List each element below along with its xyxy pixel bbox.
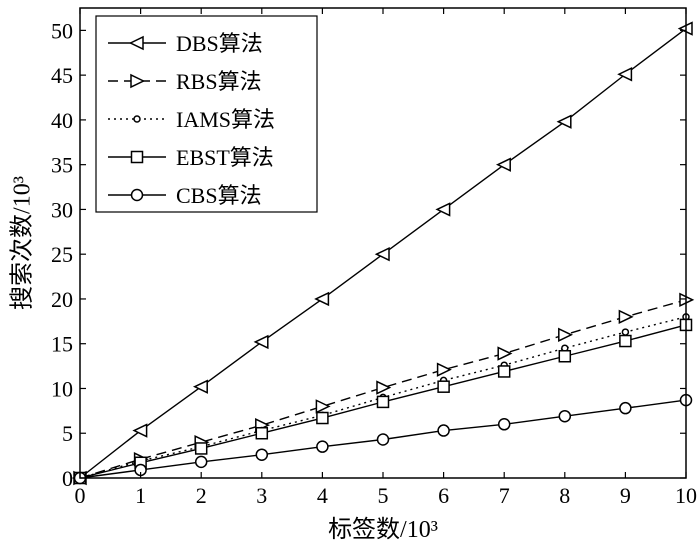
- data-point: [497, 418, 511, 431]
- series-4: [73, 318, 693, 485]
- data-point: [316, 440, 329, 453]
- y-tick-label: 0: [62, 466, 73, 491]
- y-tick-label: 10: [51, 376, 73, 401]
- data-point: [376, 395, 390, 409]
- legend-label: RBS算法: [176, 69, 262, 94]
- data-point: [132, 423, 148, 438]
- data-point: [619, 401, 632, 415]
- legend-item-5: CBS算法: [108, 183, 262, 208]
- x-axis-label: 标签数/10³: [328, 516, 438, 543]
- x-tick-label: 5: [378, 483, 389, 508]
- legend-label: EBST算法: [176, 145, 274, 170]
- legend-label: DBS算法: [176, 31, 263, 56]
- x-tick-label: 6: [438, 483, 449, 508]
- data-point: [495, 157, 511, 172]
- data-point: [436, 362, 452, 377]
- series-5: [73, 393, 693, 485]
- data-point: [558, 409, 572, 423]
- data-point: [621, 328, 630, 336]
- series-line: [79, 299, 687, 479]
- x-tick-label: 9: [620, 483, 631, 508]
- legend: DBS算法 RBS算法 IAMS算法 EBST算法 CBS算法: [95, 15, 318, 213]
- x-tick-label: 2: [196, 483, 207, 508]
- data-point: [558, 349, 572, 363]
- legend-item-3: IAMS算法: [108, 107, 275, 132]
- x-tick-label: 3: [256, 483, 267, 508]
- data-point: [435, 202, 451, 217]
- data-point: [437, 424, 450, 437]
- data-point: [558, 327, 574, 342]
- data-point: [437, 380, 450, 393]
- y-tick-label: 50: [51, 18, 73, 43]
- legend-item-4: EBST算法: [108, 145, 274, 170]
- data-point: [192, 379, 208, 394]
- data-point: [619, 334, 632, 348]
- data-point: [194, 442, 208, 455]
- data-point: [374, 246, 390, 262]
- data-point: [255, 448, 269, 461]
- data-point: [314, 291, 330, 307]
- legend-label: CBS算法: [176, 183, 262, 208]
- data-point: [376, 433, 390, 446]
- data-point: [315, 399, 331, 414]
- x-tick-label: 4: [317, 483, 328, 508]
- y-tick-label: 20: [51, 287, 73, 312]
- y-axis-label: 搜索次数/10³: [9, 176, 36, 310]
- y-tick-label: 45: [51, 63, 73, 88]
- legend-label: IAMS算法: [176, 107, 275, 132]
- data-point: [618, 309, 634, 325]
- data-point: [194, 455, 208, 469]
- legend-marker: [130, 73, 146, 89]
- legend-item-2: RBS算法: [108, 69, 262, 94]
- y-tick-label: 25: [51, 242, 73, 267]
- data-point: [316, 411, 329, 425]
- legend-item-1: DBS算法: [108, 31, 263, 56]
- x-tick-label: 0: [75, 483, 86, 508]
- data-point: [376, 380, 392, 395]
- y-tick-label: 35: [51, 153, 73, 178]
- data-point: [253, 334, 269, 350]
- y-tick-label: 40: [51, 108, 73, 133]
- x-tick-label: 10: [675, 483, 697, 508]
- legend-marker: [128, 35, 144, 51]
- y-tick-label: 5: [62, 421, 73, 446]
- legend-marker: [133, 115, 141, 123]
- x-tick-label: 1: [135, 483, 146, 508]
- x-tick-label: 7: [499, 483, 510, 508]
- y-tick-label: 30: [51, 197, 73, 222]
- data-point: [617, 67, 633, 82]
- legend-marker: [130, 188, 144, 202]
- y-tick-label: 15: [51, 332, 73, 357]
- data-point: [556, 114, 572, 129]
- series-2: [73, 292, 695, 486]
- x-tick-label: 8: [559, 483, 570, 508]
- legend-box: [95, 15, 318, 213]
- data-point: [497, 346, 513, 361]
- legend-marker: [130, 150, 144, 164]
- data-point: [255, 426, 269, 440]
- data-point: [497, 365, 511, 378]
